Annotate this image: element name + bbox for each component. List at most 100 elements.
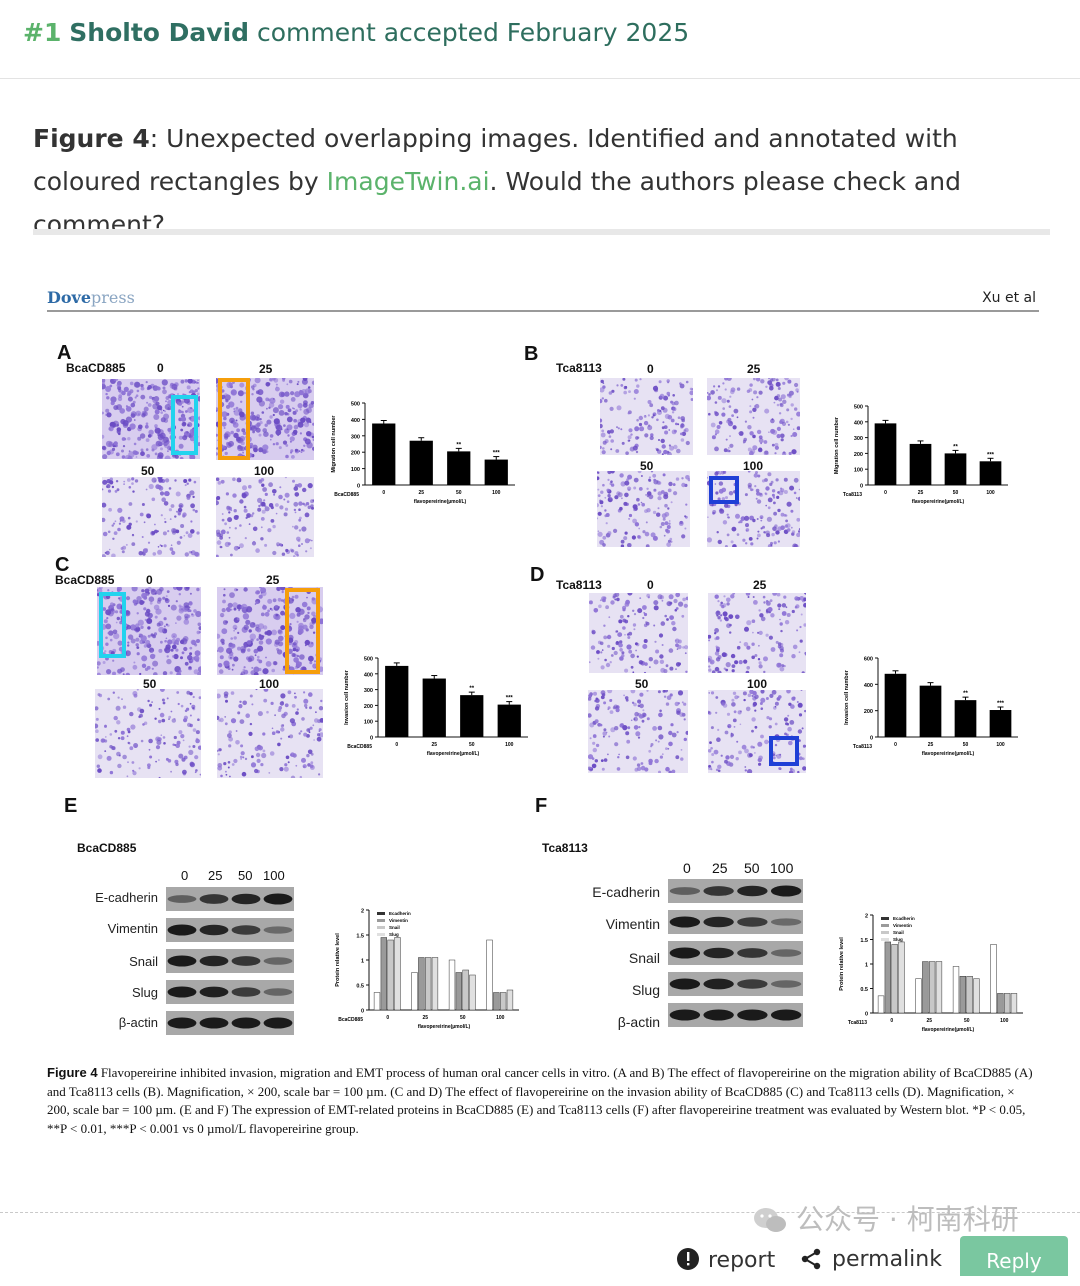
chart-c-y-tick-label: 200 bbox=[364, 704, 373, 710]
chart-d-y-tick-label: 200 bbox=[864, 709, 873, 715]
chart-a-category-label: 50 bbox=[456, 490, 462, 496]
chart-d-bar bbox=[989, 710, 1012, 737]
chart-b-category-label: 100 bbox=[986, 490, 995, 496]
chart-a-y-tick-label: 500 bbox=[351, 402, 360, 408]
chart-e-bar bbox=[411, 972, 418, 1011]
blot-band bbox=[669, 978, 701, 990]
chart-c-significance: *** bbox=[506, 696, 514, 702]
panel-f-conc-0: 0 bbox=[683, 860, 691, 876]
blot-band bbox=[263, 926, 293, 934]
blot-band bbox=[669, 1009, 701, 1021]
blot-band bbox=[199, 924, 229, 936]
overlap-highlight-orange-c bbox=[285, 588, 320, 674]
panel-d-conc-0: 0 bbox=[647, 578, 654, 592]
chart-d-xlabel: flavopereirine(µmol/L) bbox=[922, 751, 975, 757]
comment-number[interactable]: #1 bbox=[23, 18, 62, 47]
chart-e-bar bbox=[455, 972, 462, 1011]
chart-a-y-tick-label: 0 bbox=[357, 484, 360, 490]
chart-b-category-label: 25 bbox=[918, 490, 924, 496]
chart-e-bar bbox=[380, 937, 387, 1011]
chart-e-bar bbox=[373, 992, 381, 1011]
blot-band bbox=[167, 895, 197, 903]
chart-c-bar bbox=[422, 678, 446, 737]
blot-band bbox=[737, 948, 768, 958]
wb-f-label-vimentin: Vimentin bbox=[605, 916, 660, 932]
chart-a-bar bbox=[447, 451, 471, 485]
panel-b-conc-0: 0 bbox=[647, 362, 654, 376]
chart-f-legend-label: Snail bbox=[893, 930, 904, 935]
body-text-1: : Unexpected overlapping images. Identif… bbox=[33, 124, 958, 196]
blot-band bbox=[770, 980, 802, 988]
chart-d-category-label: 100 bbox=[996, 742, 1005, 748]
blot-band bbox=[737, 1009, 768, 1021]
chart-f-bar bbox=[891, 944, 898, 1014]
blot-band bbox=[199, 1017, 229, 1029]
chart-c-xlabel: flavopereirine(µmol/L) bbox=[427, 751, 480, 757]
chart-f-bar bbox=[1010, 993, 1018, 1014]
chart-f-legend-label: Vimentin bbox=[893, 923, 912, 928]
chart-f-bar bbox=[935, 961, 943, 1014]
blot-band bbox=[167, 924, 197, 936]
chart-d-y-tick-label: 400 bbox=[864, 683, 873, 689]
blot-band bbox=[669, 887, 701, 895]
wb-e-label-slug: Slug bbox=[131, 985, 158, 1000]
chart-f-category-label: 25 bbox=[926, 1018, 932, 1024]
chart-d-bar bbox=[884, 673, 907, 737]
chart-e-bar bbox=[448, 959, 456, 1011]
comment-author[interactable]: Sholto David bbox=[69, 18, 250, 47]
chart-d-category-label: 25 bbox=[928, 742, 934, 748]
panel-label-e: E bbox=[64, 795, 78, 817]
chart-panel-d: 0 200 400 600 Invasion cell number Tca8113 fla… bbox=[844, 657, 1018, 757]
chart-panel-f: 0 0.5 1 1.5 2 Protein relative level Tca8113 fl… bbox=[839, 914, 1023, 1033]
chart-b-xlabel: flavopereirine(µmol/L) bbox=[912, 499, 965, 505]
blot-band bbox=[167, 986, 197, 998]
imagetwin-link[interactable]: ImageTwin.ai bbox=[326, 167, 490, 196]
journal-logo: Dovepress bbox=[47, 288, 135, 307]
panel-label-f: F bbox=[535, 795, 548, 817]
chart-a-category-label: 100 bbox=[492, 490, 501, 496]
chart-c-y-tick-label: 400 bbox=[364, 672, 373, 678]
chart-e-legend-label: Vimentin bbox=[389, 918, 408, 923]
permalink-link[interactable]: permalink bbox=[800, 1247, 942, 1272]
chart-e-y-tick-label: 1 bbox=[361, 959, 364, 965]
chart-e-bar bbox=[486, 939, 493, 1011]
wechat-icon bbox=[754, 1208, 786, 1232]
panel-a-cell-line: BcaCD885 bbox=[66, 361, 126, 375]
figure-header-rule bbox=[47, 310, 1039, 312]
panel-d-conc-25: 25 bbox=[753, 578, 767, 592]
chart-e-bar bbox=[493, 992, 500, 1011]
chart-e-category-label: 25 bbox=[422, 1015, 428, 1021]
chart-a-significance: *** bbox=[493, 451, 501, 457]
chart-f-legend-swatch bbox=[881, 931, 889, 934]
blot-band bbox=[770, 1009, 802, 1021]
chart-f-ylabel: Protein relative level bbox=[839, 937, 845, 991]
panel-a-conc-100: 100 bbox=[254, 464, 275, 478]
figure-caption: Figure 4 Flavopereirine inhibited invasi… bbox=[47, 1065, 1033, 1136]
chart-b-category-label: 0 bbox=[884, 490, 887, 496]
chart-a-xlabel: flavopereirine(µmol/L) bbox=[414, 499, 467, 505]
chart-e-bar bbox=[500, 992, 507, 1011]
blot-band bbox=[231, 987, 261, 997]
overlap-highlight-blue-b bbox=[709, 476, 739, 504]
chart-c-y-tick-label: 0 bbox=[370, 736, 373, 742]
share-icon bbox=[801, 1248, 821, 1270]
chart-f-y-tick-label: 1.5 bbox=[860, 938, 868, 944]
blot-band bbox=[703, 1009, 734, 1021]
chart-e-bar bbox=[418, 957, 425, 1011]
chart-f-category-label: 0 bbox=[890, 1018, 893, 1024]
chart-b-y-tick-label: 0 bbox=[860, 484, 863, 490]
chart-f-y-tick-label: 2 bbox=[865, 914, 868, 920]
comment-body: Figure 4: Unexpected overlapping images.… bbox=[33, 117, 1043, 246]
report-link[interactable]: report bbox=[676, 1247, 775, 1273]
blot-band bbox=[199, 986, 229, 998]
chart-e-legend-swatch bbox=[377, 933, 385, 936]
blot-band bbox=[231, 1017, 261, 1029]
chart-c-y-tick-label: 500 bbox=[364, 657, 373, 663]
chart-f-bar bbox=[922, 961, 929, 1014]
chart-f-group-label: Tca8113 bbox=[848, 1020, 867, 1026]
chart-f-legend-label: Ecadherin bbox=[893, 916, 915, 921]
wb-f-label-snail: Snail bbox=[628, 950, 660, 966]
reply-button[interactable]: Reply bbox=[960, 1236, 1068, 1276]
